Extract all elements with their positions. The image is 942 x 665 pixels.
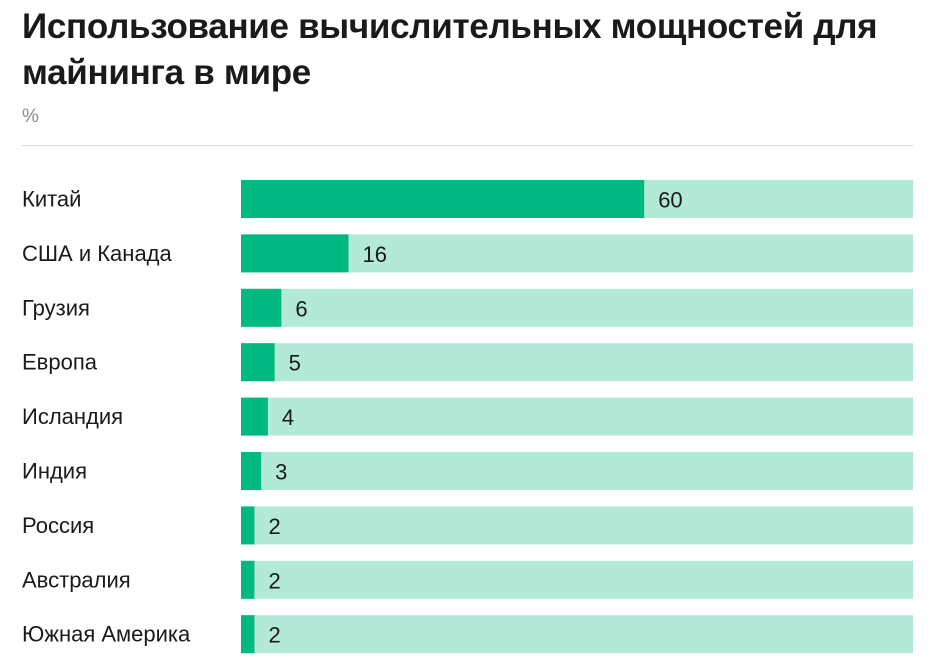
bar [241,180,645,218]
header-divider [22,145,913,146]
bar-row: Грузия 6 [22,288,913,327]
bar-row: Индия 3 [22,452,913,490]
bar-row: Исландия 4 [22,397,913,436]
chart-title: Использование вычислительных мощностей д… [22,7,878,92]
category-label: Россия [22,513,94,538]
bar-track [241,234,913,273]
bar-track [241,343,913,382]
bar-row: США и Канада 16 [22,234,913,273]
bar-track [241,560,913,599]
value-label: 5 [289,351,301,376]
bar-track [241,452,913,490]
value-label: 4 [282,405,294,430]
bar-track [241,397,913,436]
value-label: 2 [268,514,280,539]
bar [241,615,255,654]
value-label: 3 [275,460,287,485]
category-label: Грузия [22,295,90,320]
category-label: Южная Америка [22,622,191,647]
bar [241,288,282,327]
value-label: 6 [295,296,307,321]
bar-row: Южная Америка 2 [22,615,913,654]
category-label: США и Канада [22,241,173,266]
bar-track [241,615,913,654]
bar-row: Россия 2 [22,506,913,545]
bar [241,452,262,490]
bar [241,560,255,599]
category-label: Европа [22,350,98,375]
bar [241,397,268,436]
unit-label: % [22,106,39,127]
value-label: 16 [363,242,387,267]
value-label: 2 [268,568,280,593]
bar-row: Китай 60 [22,180,913,218]
bar [241,234,349,273]
value-label: 2 [268,623,280,648]
bar [241,343,275,382]
category-label: Исландия [22,404,123,429]
value-label: 60 [658,188,682,213]
bar-row: Европа 5 [22,343,913,382]
bar [241,506,255,545]
category-label: Индия [22,459,87,484]
category-label: Австралия [22,567,131,592]
bar-track [241,288,913,327]
bar-row: Австралия 2 [22,560,913,599]
category-label: Китай [22,187,81,212]
bar-track [241,506,913,545]
